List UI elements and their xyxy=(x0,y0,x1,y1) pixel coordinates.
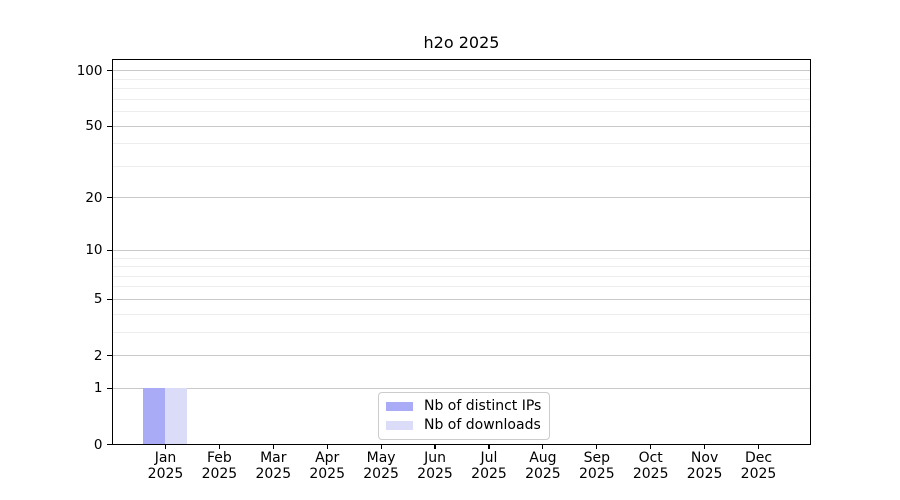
legend-swatch-downloads xyxy=(386,421,413,430)
x-tick-mark xyxy=(380,444,382,449)
gridline-minor xyxy=(113,165,810,167)
gridline-minor xyxy=(113,313,810,315)
x-tick-year: 2025 xyxy=(417,465,453,482)
x-tick-month: Feb xyxy=(206,450,232,466)
x-tick-label: Jan 2025 xyxy=(134,450,198,482)
gridline-major xyxy=(113,355,810,356)
x-tick-year: 2025 xyxy=(201,465,238,482)
x-tick-year: 2025 xyxy=(363,465,399,482)
legend-item-downloads: Nb of downloads xyxy=(386,416,541,435)
x-tick-mark xyxy=(542,444,544,449)
y-tick-label: 20 xyxy=(85,189,103,206)
x-tick-label: May 2025 xyxy=(349,450,413,482)
gridline-minor xyxy=(113,286,810,288)
y-tick-mark xyxy=(106,443,113,446)
plot-area: Nb of distinct IPs Nb of downloads xyxy=(112,59,811,445)
x-tick-mark xyxy=(704,444,706,449)
x-tick-mark xyxy=(218,444,220,449)
x-tick-month: Apr xyxy=(315,450,340,466)
x-tick-year: 2025 xyxy=(147,465,184,482)
x-tick-year: 2025 xyxy=(686,465,723,482)
y-tick-mark xyxy=(106,249,113,251)
x-tick-month: Dec xyxy=(744,450,773,466)
x-tick-mark xyxy=(272,444,274,449)
gridline-major xyxy=(113,298,810,300)
x-tick-label: Feb 2025 xyxy=(187,450,251,482)
y-tick-mark xyxy=(106,354,113,357)
x-tick-month: May xyxy=(366,450,396,466)
y-tick-label: 10 xyxy=(85,242,103,259)
x-tick-mark xyxy=(164,444,167,449)
legend-label-distinct-ips: Nb of distinct IPs xyxy=(424,398,542,414)
y-tick-label: 100 xyxy=(76,62,103,79)
chart-title: h2o 2025 xyxy=(423,33,500,52)
gridline-major xyxy=(113,387,810,389)
x-tick-month: Oct xyxy=(638,450,663,466)
y-tick-mark xyxy=(106,387,113,389)
x-tick-label: Aug 2025 xyxy=(511,450,575,482)
x-tick-label: Apr 2025 xyxy=(295,450,359,482)
x-tick-month: Jul xyxy=(480,450,498,466)
gridline-minor xyxy=(113,78,810,80)
x-tick-label: Jul 2025 xyxy=(457,450,521,482)
y-tick-mark xyxy=(106,197,113,199)
x-tick-label: Mar 2025 xyxy=(241,450,305,482)
gridline-minor xyxy=(113,257,810,259)
gridline-major xyxy=(113,125,810,127)
x-tick-year: 2025 xyxy=(632,465,669,482)
gridline-minor xyxy=(113,266,810,268)
x-tick-month: Mar xyxy=(260,450,287,466)
gridline-minor xyxy=(113,143,810,145)
x-tick-year: 2025 xyxy=(471,465,507,482)
x-tick-month: Sep xyxy=(583,450,610,466)
x-tick-mark xyxy=(488,444,490,449)
x-tick-mark xyxy=(650,444,652,449)
x-tick-month: Jun xyxy=(424,450,446,466)
x-tick-month: Jan xyxy=(154,450,177,466)
x-tick-label: Oct 2025 xyxy=(619,450,683,482)
x-tick-mark xyxy=(434,444,436,449)
x-tick-label: Sep 2025 xyxy=(565,450,629,482)
y-tick-label: 0 xyxy=(93,436,103,453)
legend: Nb of distinct IPs Nb of downloads xyxy=(378,392,551,440)
gridline-minor xyxy=(113,111,810,113)
x-tick-year: 2025 xyxy=(740,465,777,482)
legend-label-downloads: Nb of downloads xyxy=(424,417,541,433)
gridline-major xyxy=(113,70,810,72)
y-tick-label: 50 xyxy=(85,118,103,135)
gridline-minor xyxy=(113,331,810,333)
gridline-major xyxy=(113,197,810,199)
bar-downloads xyxy=(165,387,188,444)
x-tick-mark xyxy=(757,444,760,449)
gridline-major xyxy=(113,249,810,251)
legend-swatch-distinct-ips xyxy=(386,402,413,411)
x-tick-mark xyxy=(326,444,328,449)
x-tick-year: 2025 xyxy=(525,465,561,482)
y-tick-mark xyxy=(106,70,113,72)
legend-item-distinct-ips: Nb of distinct IPs xyxy=(386,397,541,416)
x-tick-label: Dec 2025 xyxy=(727,450,791,482)
gridline-minor xyxy=(113,88,810,90)
y-tick-label: 5 xyxy=(93,291,103,308)
gridline-minor xyxy=(113,98,810,100)
x-tick-label: Jun 2025 xyxy=(403,450,467,482)
gridline-minor xyxy=(113,275,810,277)
x-tick-mark xyxy=(596,444,598,449)
x-tick-year: 2025 xyxy=(255,465,292,482)
x-tick-month: Nov xyxy=(690,450,719,466)
y-tick-mark xyxy=(106,298,113,300)
y-tick-label: 1 xyxy=(93,380,103,397)
x-tick-label: Nov 2025 xyxy=(673,450,737,482)
x-tick-month: Aug xyxy=(529,450,557,466)
x-tick-year: 2025 xyxy=(578,465,615,482)
y-tick-label: 2 xyxy=(93,347,103,364)
y-tick-mark xyxy=(106,125,113,127)
bar-distinct-ips xyxy=(142,387,165,444)
x-tick-year: 2025 xyxy=(309,465,345,482)
